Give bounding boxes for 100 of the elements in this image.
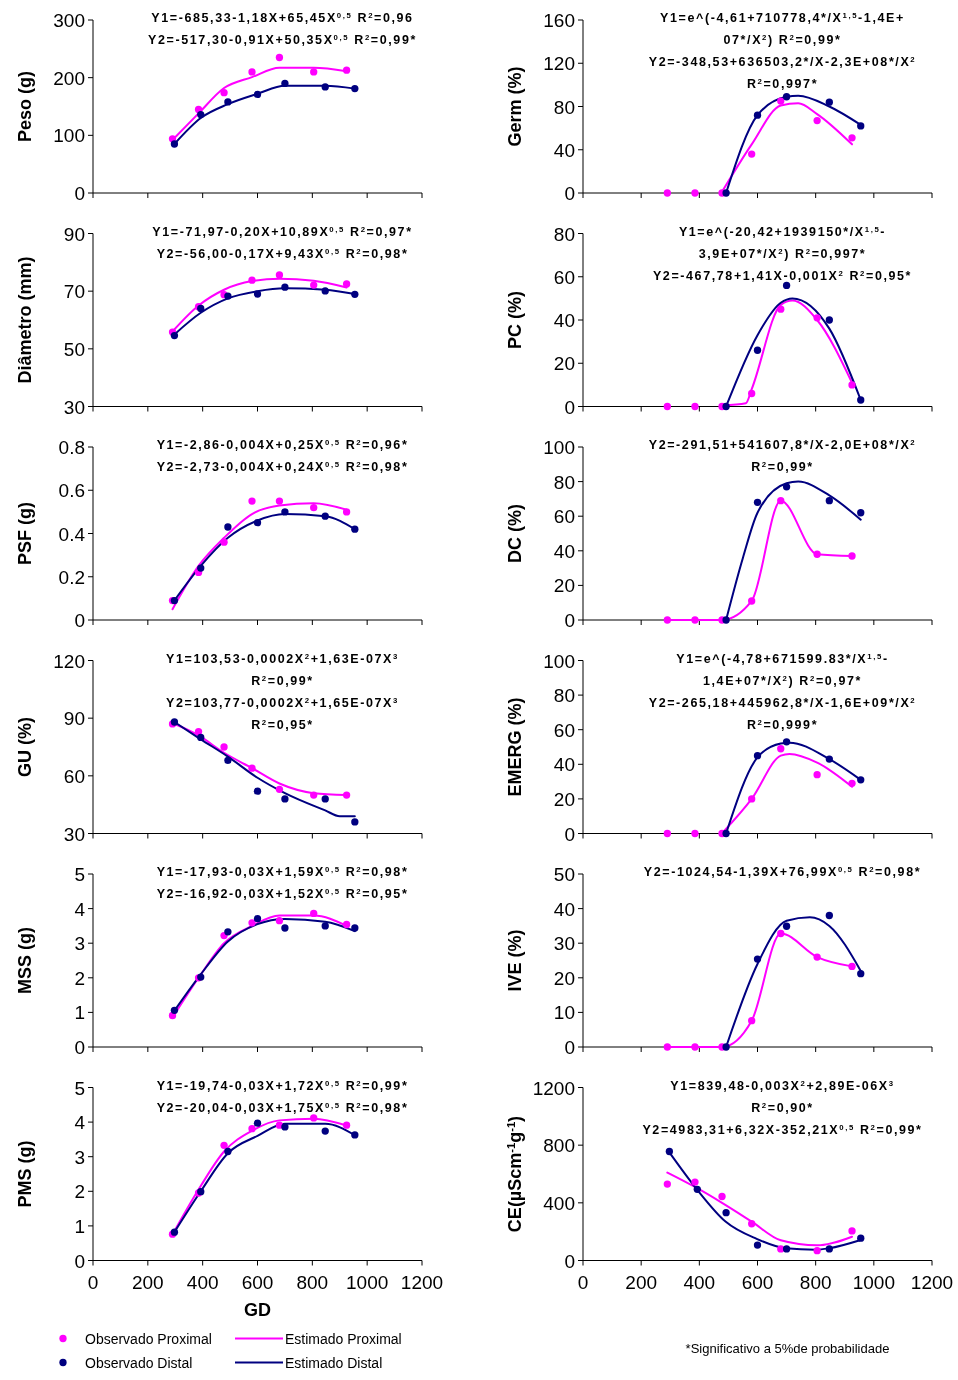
- y-tick-label: 3: [74, 933, 85, 955]
- annotation: R$^{2}$=0,99*: [751, 459, 814, 474]
- y-tick-label: 80: [553, 223, 575, 245]
- annotation: Y2=4983,31+6,32X-352,21X$^{0,5}$ R$^{2}$=0,99*: [642, 1122, 923, 1137]
- annotation: R$^{2}$=0,999*: [746, 717, 819, 732]
- x-tick-label: 800: [296, 1271, 329, 1293]
- y-tick-label: 40: [553, 754, 575, 776]
- legend-label: Observado Distal: [85, 1354, 193, 1371]
- y-tick-label: 2: [74, 967, 85, 989]
- annotation: Y2=-16,92-0,03X+1,52X$^{0,5}$ R$^{2}$=0,95*: [156, 886, 409, 901]
- y-tick-label: 90: [63, 708, 85, 730]
- x-tick-label: 400: [683, 1271, 716, 1293]
- y-tick-label: 2: [74, 1181, 85, 1203]
- y-tick-label: 30: [63, 396, 85, 418]
- annotation: Y2=-467,78+1,41X-0,001X$^{2}$ R$^{2}$=0,95*: [652, 268, 913, 283]
- y-tick-label: 40: [553, 898, 575, 920]
- y-tick-label: 50: [63, 338, 85, 360]
- legend-label: Estimado Proximal: [285, 1330, 402, 1347]
- y-tick-label: 1: [74, 1215, 85, 1237]
- y-tick-label: 20: [553, 575, 575, 597]
- y-axis-title: Peso (g): [15, 70, 35, 143]
- y-tick-label: 0: [564, 1037, 575, 1058]
- y-tick-label: 0.6: [58, 480, 85, 502]
- y-axis-title: IVE (%): [505, 929, 525, 992]
- x-tick-label: 800: [799, 1271, 832, 1293]
- annotation: Y2=-56,00-0,17X+9,43X$^{0,5}$ R$^{2}$=0,98*: [156, 246, 409, 261]
- y-axis-title: MSS (g): [15, 927, 35, 994]
- y-tick-label: 0: [564, 823, 575, 845]
- x-tick-label: 1000: [346, 1271, 389, 1293]
- annotation: Y2=103,77-0,0002X$^{2}$+1,65E-07X$^{3}$: [166, 695, 399, 710]
- annotation: Y2=-265,18+445962,8*/X-1,6E+09*/X$^{2}$: [648, 695, 917, 710]
- y-tick-label: 200: [53, 67, 85, 89]
- y-tick-label: 3: [74, 1146, 85, 1168]
- y-tick-label: 90: [63, 223, 85, 245]
- annotation: Y1=-71,97-0,20X+10,89X$^{0,5}$ R$^{2}$=0,97*: [152, 224, 413, 239]
- y-tick-label: 80: [553, 96, 575, 118]
- y-tick-label: 20: [553, 788, 575, 810]
- y-axis-title: DC (%): [505, 504, 525, 563]
- annotation: Y1=e^(-20,42+1939150*/X$^{1,5}$-: [678, 224, 887, 239]
- y-tick-label: 70: [63, 281, 85, 303]
- annotation: 07*/X$^{2}$) R$^{2}$=0,99*: [723, 32, 842, 47]
- annotation: Y2=-1024,54-1,39X+76,99X$^{0,5}$ R$^{2}$=0,98*: [643, 864, 922, 879]
- annotation: R$^{2}$=0,997*: [746, 76, 819, 91]
- y-tick-label: 10: [553, 1002, 575, 1024]
- y-tick-label: 60: [553, 266, 575, 288]
- y-tick-label: 4: [74, 898, 86, 920]
- annotation: R$^{2}$=0,99*: [251, 673, 314, 688]
- y-tick-label: 0: [74, 610, 85, 631]
- y-axis-title: GU (%): [15, 717, 35, 777]
- y-tick-label: 60: [63, 765, 85, 787]
- y-tick-label: 400: [543, 1192, 575, 1214]
- x-tick-label: 200: [131, 1271, 164, 1293]
- y-tick-label: 4: [74, 1112, 86, 1134]
- y-tick-label: 5: [74, 864, 85, 885]
- y-tick-label: 0: [564, 396, 575, 418]
- y-tick-label: 20: [553, 967, 575, 989]
- y-tick-label: 0.4: [58, 523, 86, 545]
- y-tick-label: 100: [543, 650, 575, 672]
- y-axis-title: Diâmetro (mm): [15, 256, 35, 384]
- annotation: Y2=-348,53+636503,2*/X-2,3E+08*/X$^{2}$: [648, 54, 917, 69]
- y-tick-label: 40: [553, 540, 575, 562]
- y-axis-title: Germ (%): [505, 66, 525, 147]
- y-axis-title: PMS (g): [15, 1140, 35, 1208]
- y-tick-label: 160: [543, 10, 575, 31]
- x-tick-label: 600: [741, 1271, 774, 1293]
- y-tick-label: 60: [553, 506, 575, 528]
- y-axis-title: PSF (g): [15, 502, 35, 565]
- y-tick-label: 0.8: [58, 437, 85, 458]
- y-tick-label: 5: [74, 1077, 85, 1099]
- x-tick-label: 400: [186, 1271, 219, 1293]
- x-tick-label: 1200: [400, 1271, 444, 1293]
- annotation: Y1=839,48-0,003X$^{2}$+2,89E-06X$^{3}$: [670, 1078, 895, 1093]
- y-tick-label: 30: [553, 933, 575, 955]
- legend-label: Estimado Distal: [285, 1354, 383, 1371]
- x-tick-label: 200: [625, 1271, 658, 1293]
- annotation: Y1=-17,93-0,03X+1,59X$^{0,5}$ R$^{2}$=0,98*: [156, 864, 409, 879]
- annotation: Y1=-685,33-1,18X+65,45X$^{0,5}$ R$^{2}$=0,96: [151, 10, 414, 25]
- y-tick-label: 300: [53, 10, 85, 31]
- y-tick-label: 40: [553, 139, 575, 161]
- annotation: Y1=103,53-0,0002X$^{2}$+1,63E-07X$^{3}$: [166, 651, 399, 666]
- annotation: 3,9E+07*/X$^{2}$) R$^{2}$=0,997*: [698, 246, 867, 261]
- y-tick-label: 0: [564, 610, 575, 631]
- y-tick-label: 0: [74, 183, 85, 204]
- annotation: R$^{2}$=0,90*: [751, 1100, 814, 1115]
- y-tick-label: 0: [564, 1250, 575, 1272]
- annotation: R$^{2}$=0,95*: [251, 717, 314, 732]
- annotation: Y2=-2,73-0,004X+0,24X$^{0,5}$ R$^{2}$=0,98*: [156, 459, 409, 474]
- y-tick-label: 0: [74, 1037, 85, 1058]
- y-tick-label: 100: [53, 125, 85, 147]
- y-tick-label: 1: [74, 1002, 85, 1024]
- annotation: 1,4E+07*/X$^{2}$) R$^{2}$=0,97*: [703, 673, 862, 688]
- y-tick-label: 1200: [532, 1077, 575, 1099]
- y-tick-label: 100: [543, 437, 575, 458]
- x-axis-title: GD: [244, 1299, 271, 1320]
- legend-label: Observado Proximal: [85, 1330, 212, 1347]
- y-tick-label: 80: [553, 685, 575, 707]
- y-tick-label: 50: [553, 864, 575, 885]
- y-tick-label: 30: [63, 823, 85, 845]
- x-tick-label: 1000: [852, 1271, 895, 1293]
- y-tick-label: 80: [553, 471, 575, 493]
